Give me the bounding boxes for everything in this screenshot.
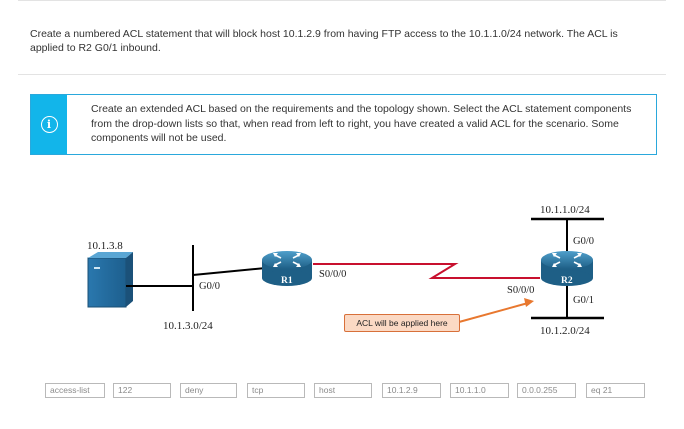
question-divider	[18, 74, 666, 75]
component-source-ip[interactable]: 10.1.2.9	[382, 383, 441, 398]
question-text: Create a numbered ACL statement that wil…	[30, 28, 618, 54]
callout-arrow	[458, 302, 529, 323]
component-port[interactable]: eq 21	[586, 383, 645, 398]
router-r1-icon	[262, 251, 312, 286]
component-action[interactable]: deny	[180, 383, 237, 398]
router-r2-icon	[541, 251, 593, 286]
info-note: i Create an extended ACL based on the re…	[30, 94, 657, 155]
r2-g00-net-label: 10.1.1.0/24	[540, 204, 590, 216]
component-protocol[interactable]: tcp	[247, 383, 305, 398]
component-access-list[interactable]: access-list	[45, 383, 105, 398]
r2-g00-label: G0/0	[573, 236, 594, 247]
serial-link	[313, 263, 540, 279]
r1-lan-link	[192, 267, 267, 276]
info-note-sidebar: i	[31, 95, 67, 154]
r1-lan-net-label: 10.1.3.0/24	[163, 320, 213, 332]
component-destination-network[interactable]: 10.1.1.0	[450, 383, 509, 398]
r2-name-label: R2	[561, 276, 573, 286]
component-wildcard-mask[interactable]: 0.0.0.255	[517, 383, 576, 398]
r2-g01-net-label: 10.1.2.0/24	[540, 325, 590, 337]
component-host-keyword[interactable]: host	[314, 383, 372, 398]
host-ip-label: 10.1.3.8	[87, 240, 123, 252]
info-icon: i	[40, 116, 58, 133]
info-note-text: Create an extended ACL based on the requ…	[91, 103, 632, 144]
r2-g01-label: G0/1	[573, 295, 594, 306]
callout-arrowhead	[524, 298, 534, 307]
acl-callout: ACL will be applied here	[344, 314, 460, 332]
r1-name-label: R1	[281, 276, 293, 286]
component-acl-number[interactable]: 122	[113, 383, 171, 398]
r1-s000-label: S0/0/0	[319, 269, 346, 280]
server-icon	[87, 252, 133, 308]
r2-s000-label: S0/0/0	[507, 285, 534, 296]
top-divider	[18, 0, 666, 1]
r1-g00-label: G0/0	[199, 281, 220, 292]
